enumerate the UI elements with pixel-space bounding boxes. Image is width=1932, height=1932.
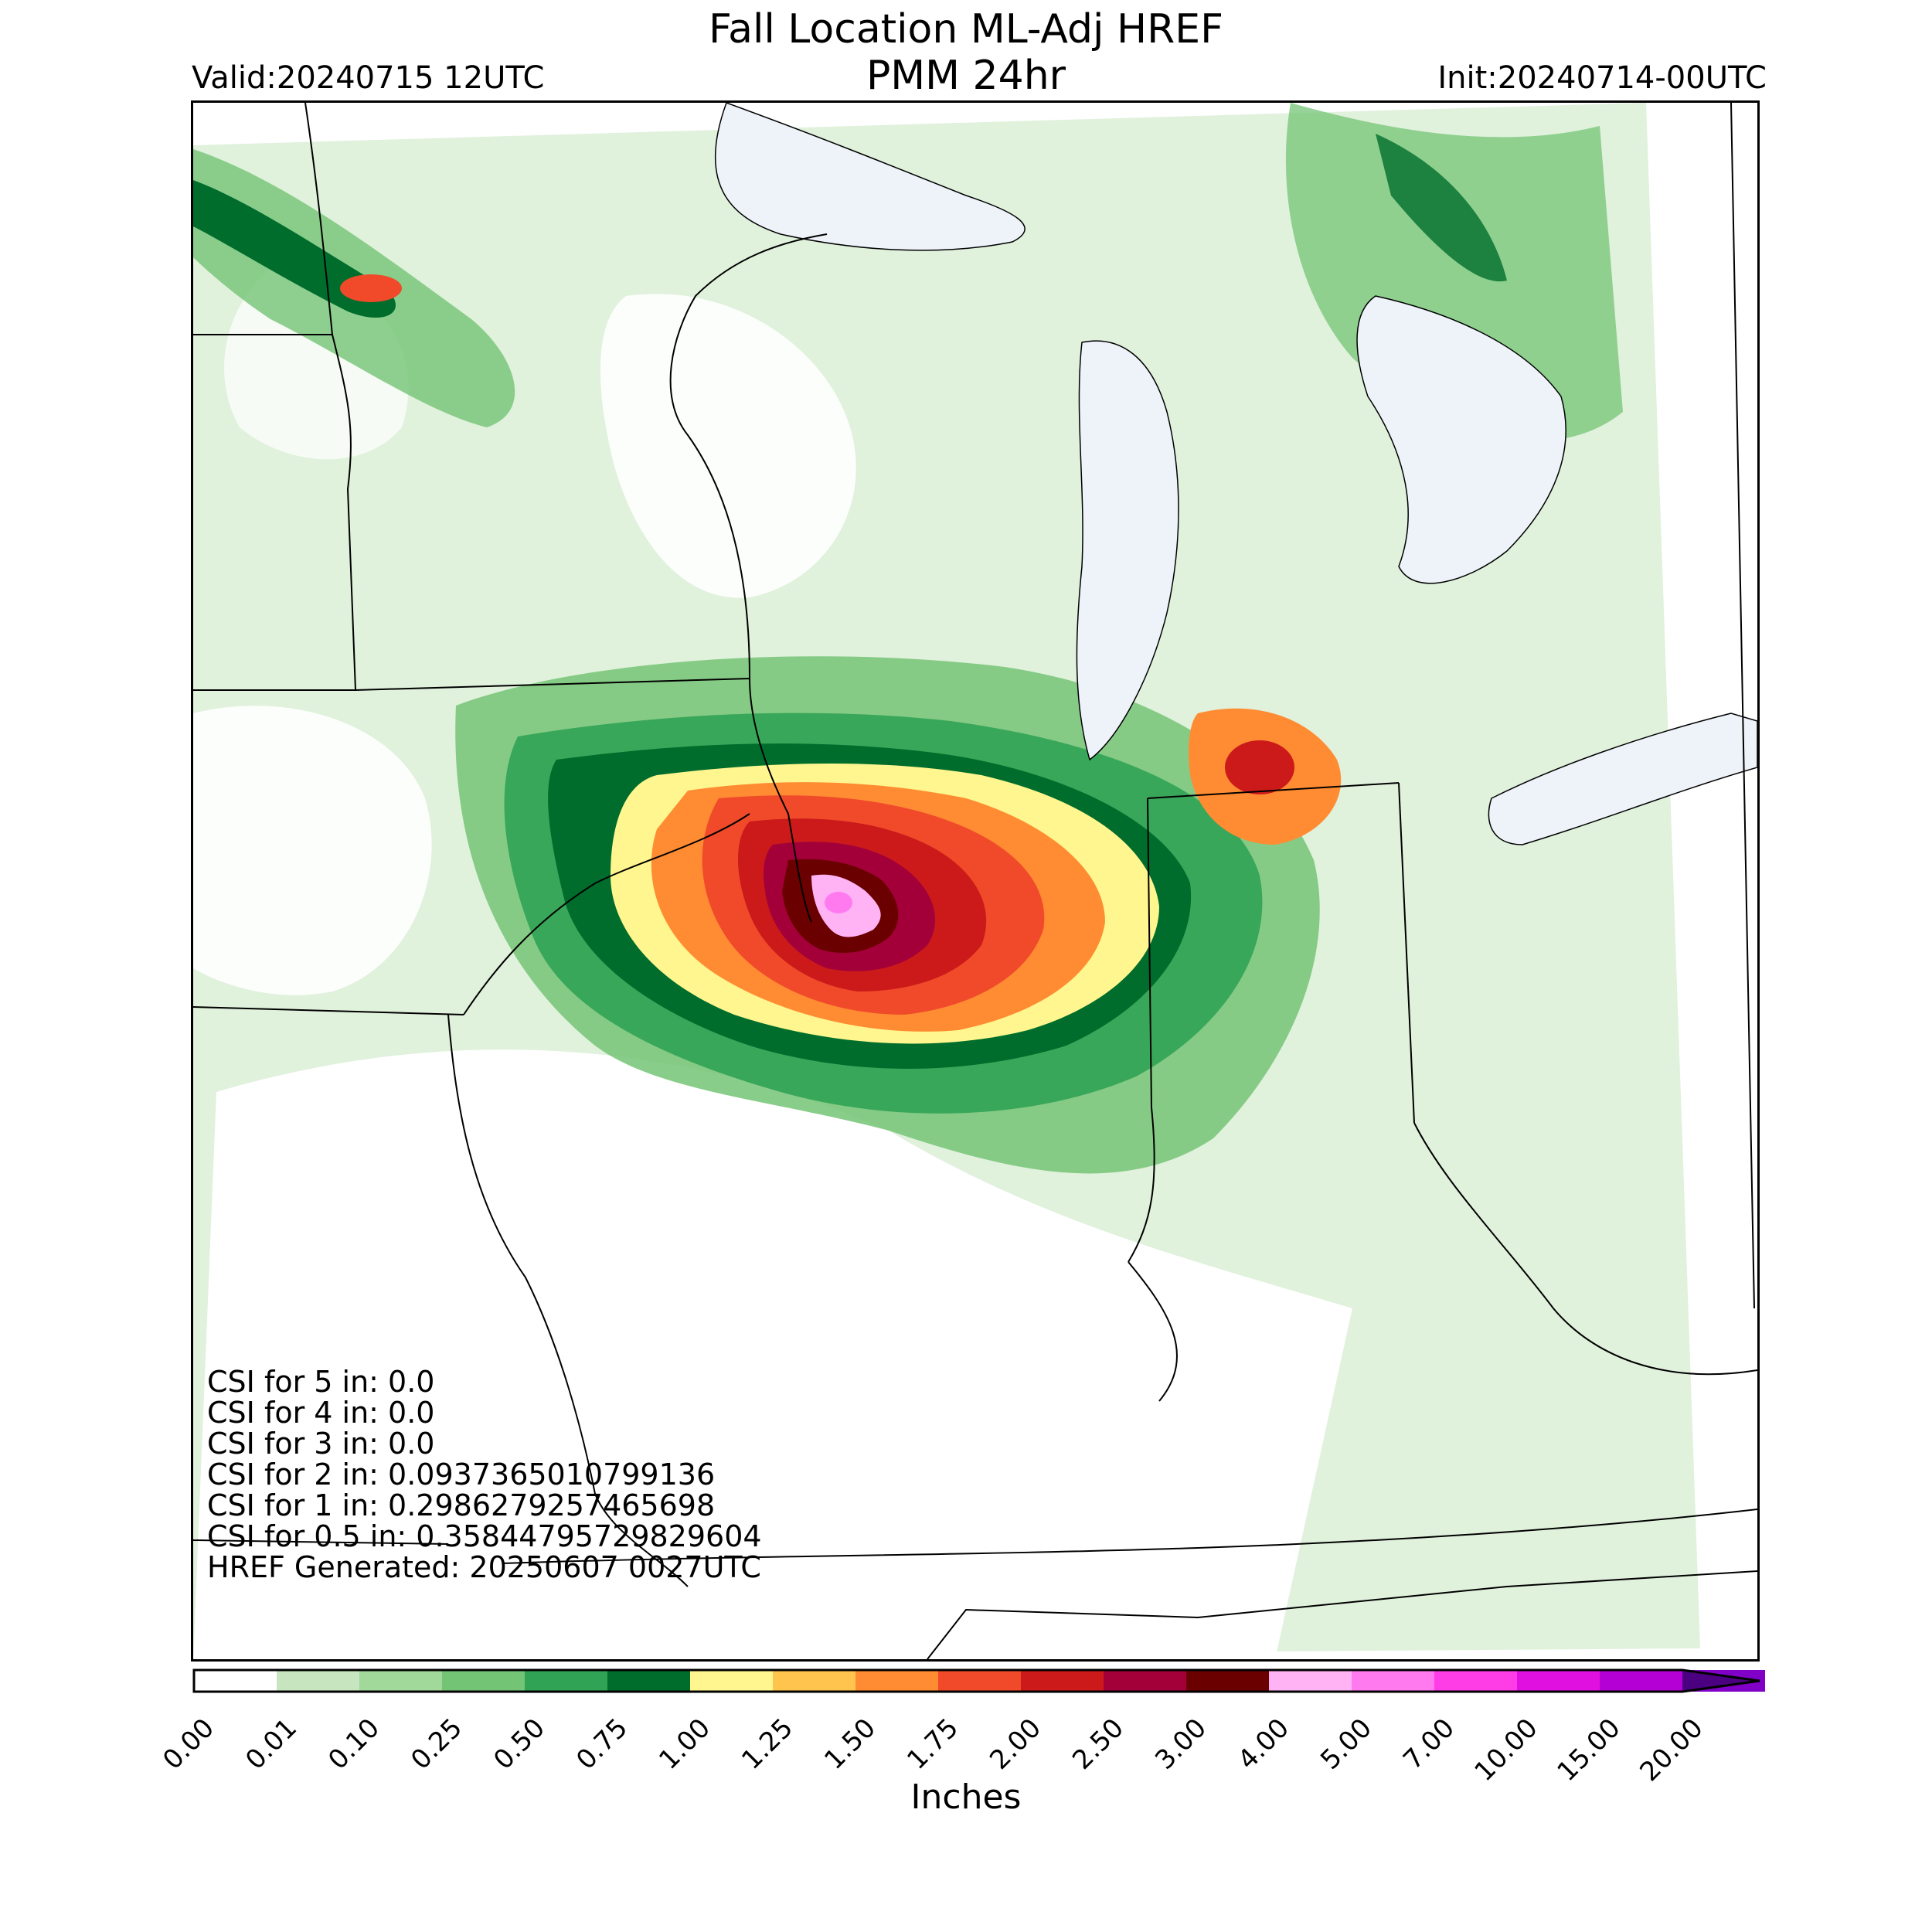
precip-field <box>193 103 1700 1659</box>
colorbar-tick: 4.00 <box>1232 1713 1296 1776</box>
colorbar-segment <box>855 1670 938 1692</box>
dry-region-south <box>193 1049 1352 1659</box>
colorbar-tick: 15.00 <box>1551 1713 1627 1788</box>
precip-map <box>193 103 1757 1659</box>
border-in-mi <box>1147 782 1400 799</box>
colorbar-tick: 10.00 <box>1468 1713 1544 1788</box>
href-generated: HREF Generated: 20250607 0027UTC <box>207 1550 761 1584</box>
colorbar-segment <box>1186 1670 1269 1692</box>
colorbar-segment <box>1269 1670 1352 1692</box>
colorbar-segment <box>1600 1670 1682 1692</box>
border-tn-south <box>927 1570 1757 1659</box>
precip-max-center <box>825 892 852 913</box>
colorbar-tick: 0.25 <box>405 1713 469 1776</box>
colorbar-tick: 0.50 <box>488 1713 552 1776</box>
lake-michigan <box>1076 340 1179 761</box>
skill-scores: CSI for 5 in: 0.0 CSI for 4 in: 0.0 CSI … <box>207 1366 762 1583</box>
colorbar-tick: 1.50 <box>818 1713 883 1776</box>
colorbar-tick: 0.01 <box>240 1713 304 1776</box>
colorbar-outline <box>192 1668 1760 1693</box>
colorbar-segment <box>194 1670 277 1692</box>
border-mo-ar <box>193 1539 449 1545</box>
border-in-oh <box>1398 782 1415 1124</box>
csi-4in: CSI for 4 in: 0.0 <box>207 1396 435 1430</box>
colorbar-segment <box>1434 1670 1517 1692</box>
colorbar-tick: 3.00 <box>1149 1713 1213 1776</box>
colorbar-segment <box>359 1670 442 1692</box>
precip-core-ne <box>1376 134 1507 282</box>
colorbar-segment <box>525 1670 607 1692</box>
border-ia-il <box>463 813 750 1015</box>
border-ky-wv <box>1413 1122 1757 1376</box>
valid-time: Valid:20240715 12UTC <box>192 60 545 96</box>
csi-3in: CSI for 3 in: 0.0 <box>207 1427 435 1461</box>
colorbar-segment <box>277 1670 359 1692</box>
dry-region-west <box>193 706 432 995</box>
border-mo-il-river <box>447 1014 689 1587</box>
colorbar-label: Inches <box>910 1777 1022 1817</box>
colorbar-segment <box>773 1670 855 1692</box>
lakes <box>714 103 1757 845</box>
dry-region-wisconsin <box>600 294 856 598</box>
csi-2in: CSI for 2 in: 0.0937365010799136 <box>207 1458 716 1492</box>
colorbar-tick: 2.00 <box>984 1713 1048 1776</box>
colorbar-segment <box>607 1670 690 1692</box>
border-ky-tn <box>502 1509 1757 1564</box>
lake-superior <box>714 103 1026 251</box>
border-wi-mi <box>669 233 828 679</box>
colorbar-tick: 0.00 <box>157 1713 221 1776</box>
colorbar-tick: 1.75 <box>901 1713 965 1776</box>
colorbar-tick: 5.00 <box>1315 1713 1379 1776</box>
borders <box>193 103 1757 1659</box>
colorbar-segment <box>1517 1670 1600 1692</box>
colorbar-extend-arrow <box>1682 1670 1760 1692</box>
csi-0-5in: CSI for 0.5 in: 0.35844795729829604 <box>207 1519 762 1553</box>
border-il-in <box>1128 798 1155 1263</box>
csi-1in: CSI for 1 in: 0.2986279257465698 <box>207 1488 716 1522</box>
colorbar-segment <box>1021 1670 1104 1692</box>
border-ia-wi <box>355 677 812 923</box>
lake-erie <box>1488 713 1757 845</box>
lake-huron <box>1356 295 1566 584</box>
border-il-ky <box>1128 1261 1178 1402</box>
colorbar-tick: 20.00 <box>1634 1713 1709 1788</box>
init-time: Init:20240714-00UTC <box>1437 60 1767 96</box>
colorbar-segment <box>690 1670 773 1692</box>
colorbar-tick: 0.75 <box>570 1713 634 1776</box>
colorbar-tick: 1.25 <box>736 1713 800 1776</box>
map-panel <box>191 100 1760 1662</box>
map-subtitle: PMM 24hr <box>866 53 1066 99</box>
map-title: Fall Location ML-Adj HREF <box>708 6 1224 53</box>
colorbar-tick: 1.00 <box>653 1713 717 1776</box>
colorbar-segment <box>442 1670 525 1692</box>
csi-5in: CSI for 5 in: 0.0 <box>207 1365 435 1399</box>
colorbar-segment <box>1104 1670 1186 1692</box>
colorbar-tick: 7.00 <box>1397 1713 1461 1776</box>
precip-secondary-core <box>1225 740 1294 794</box>
colorbar-tick: 0.10 <box>322 1713 386 1776</box>
precip-max-nw <box>340 274 402 302</box>
border-ia-mo <box>193 1006 464 1015</box>
colorbar-tick: 2.50 <box>1066 1713 1131 1776</box>
border-oh-pa <box>1730 103 1755 1309</box>
colorbar <box>192 1668 1765 1693</box>
colorbar-segment <box>938 1670 1021 1692</box>
colorbar-segment <box>1352 1670 1434 1692</box>
